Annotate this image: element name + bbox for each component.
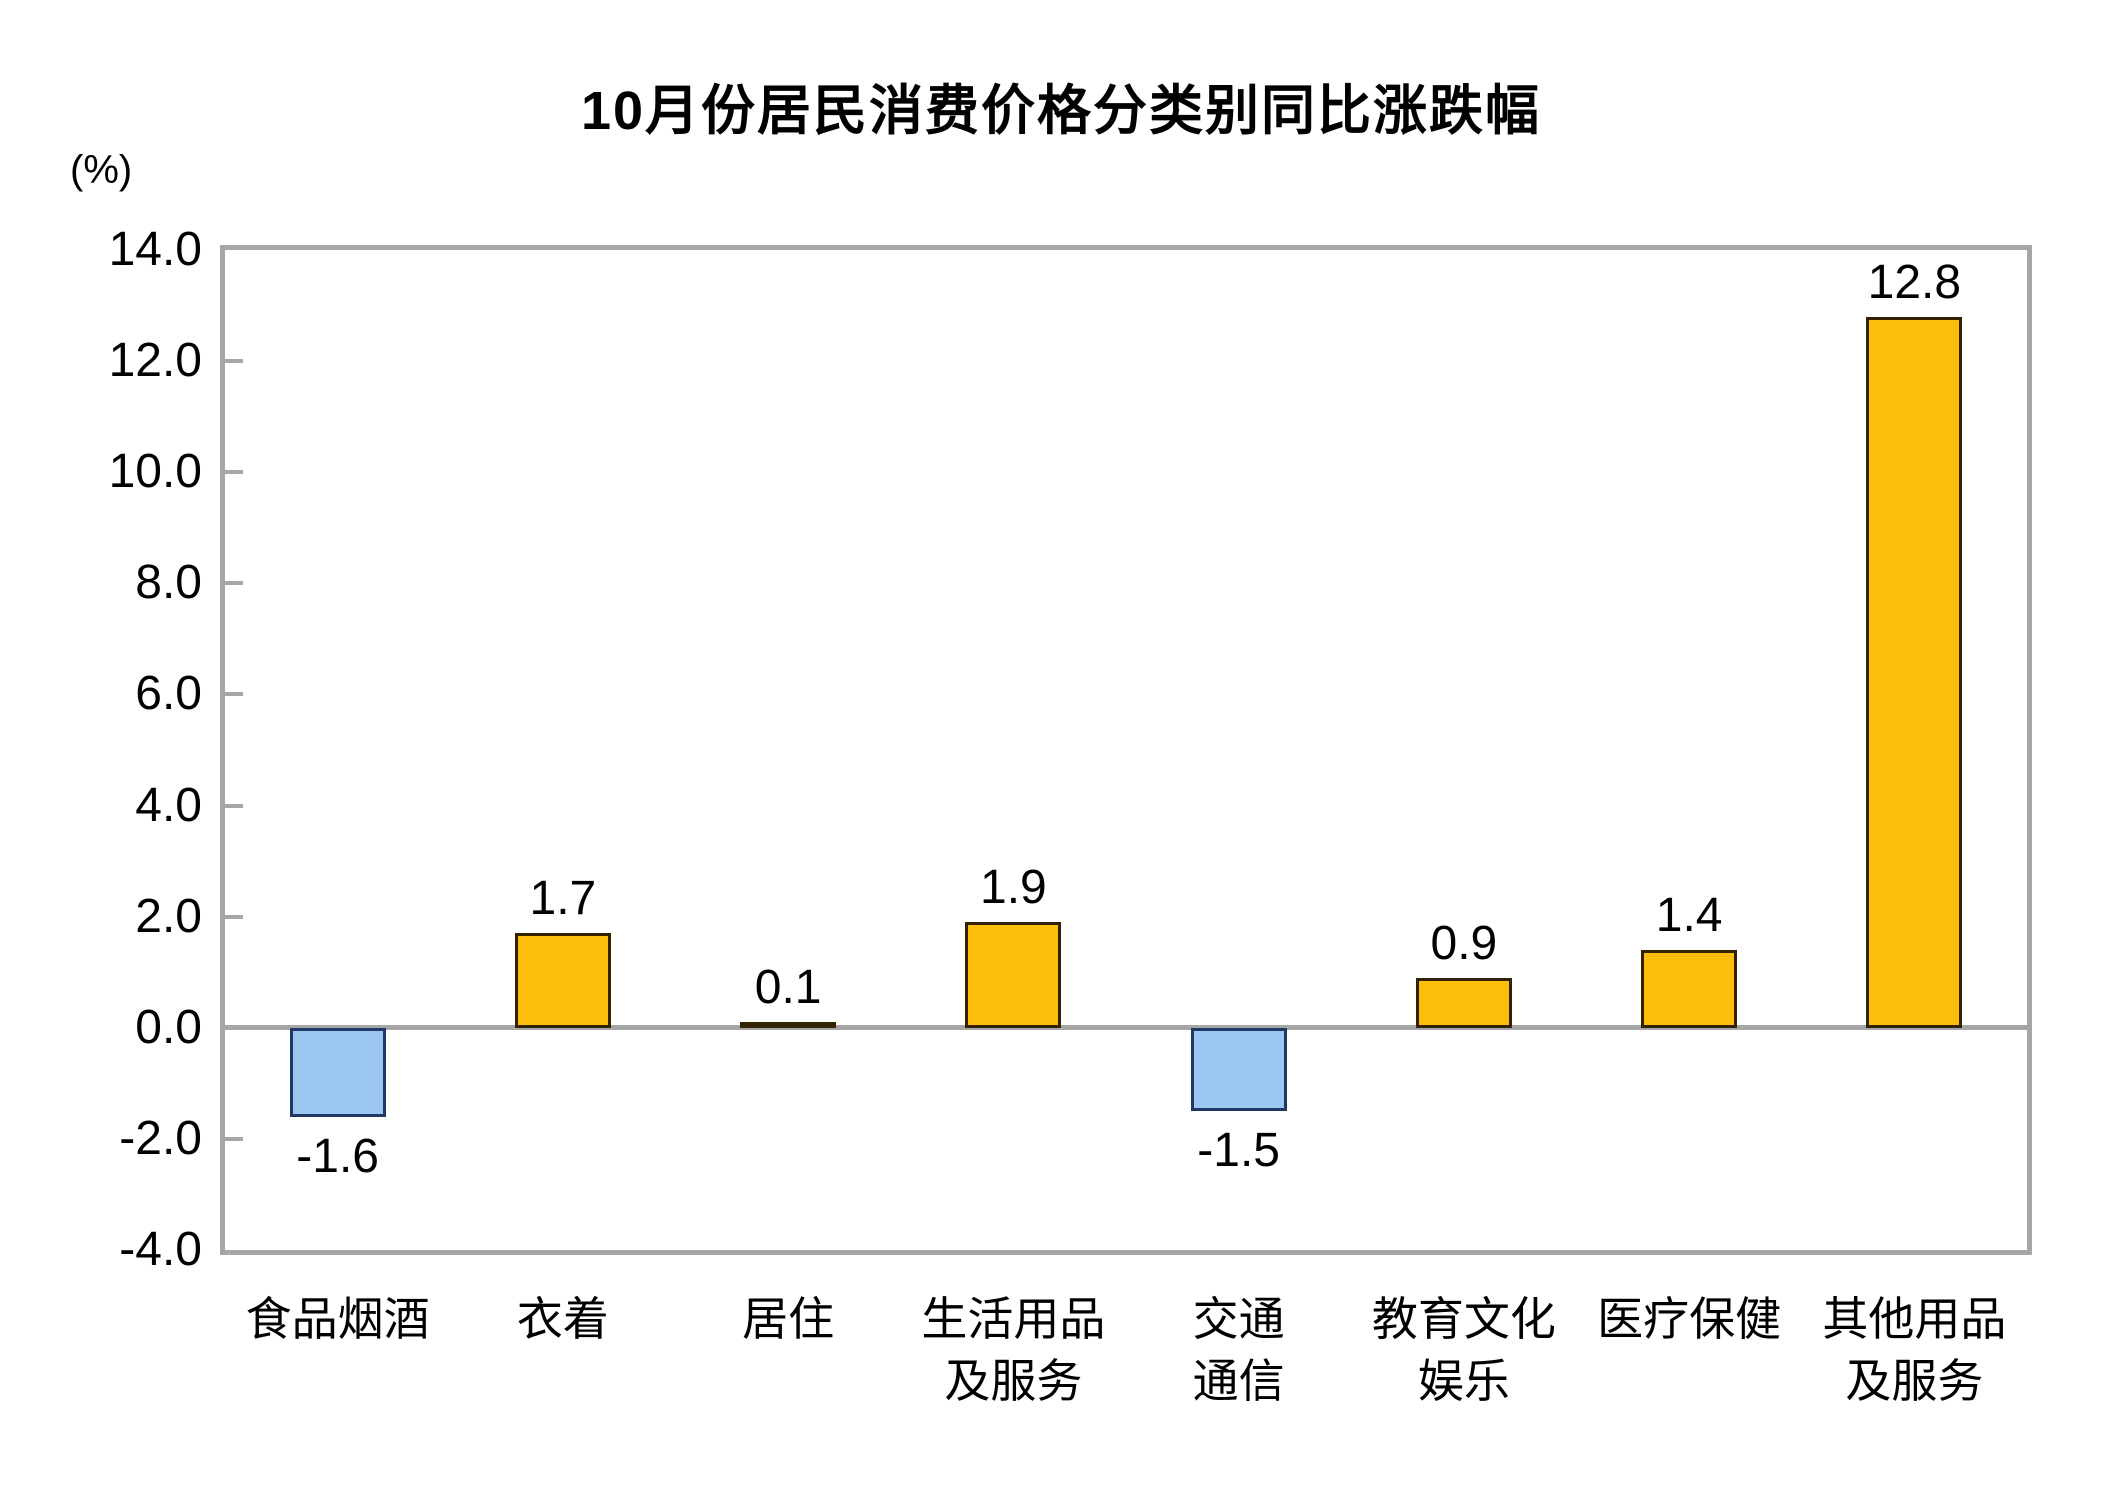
x-category-label: 食品烟酒 [245, 1293, 430, 1345]
value-label: -1.5 [1197, 1124, 1280, 1178]
y-axis-unit-label: (%) [70, 148, 133, 192]
y-tick-mark [225, 581, 243, 586]
y-tick-label: 2.0 [135, 889, 202, 943]
y-tick-label: 8.0 [135, 556, 202, 610]
y-tick-mark [225, 470, 243, 475]
y-tick-mark [225, 803, 243, 808]
x-category-label: 医疗保健 [1597, 1293, 1782, 1345]
y-tick-mark [225, 914, 243, 919]
y-tick-label: 12.0 [108, 334, 202, 388]
y-tick-label: -4.0 [119, 1223, 202, 1276]
value-label: 0.9 [1430, 916, 1498, 970]
zero-line [225, 1025, 2027, 1031]
y-tick-label: 14.0 [108, 223, 202, 276]
value-label: 1.9 [980, 861, 1047, 915]
value-label: 0.1 [754, 961, 822, 1015]
value-label: 1.4 [1655, 889, 1723, 942]
x-category-label: 教育文化 娱乐 [1371, 1293, 1556, 1407]
y-tick-mark [225, 359, 243, 364]
value-label: 12.8 [1867, 255, 1962, 309]
x-category-label: 交通 通信 [1192, 1293, 1285, 1407]
bar-5 [1190, 1027, 1287, 1112]
bar-1 [289, 1027, 386, 1117]
y-tick-label: 10.0 [108, 445, 202, 499]
y-tick-label: -2.0 [119, 1111, 202, 1165]
x-category-label: 生活用品 及服务 [921, 1293, 1106, 1407]
y-tick-mark [225, 1136, 243, 1141]
value-label: 1.7 [529, 872, 597, 926]
plot-area: -1.6 1.7 0.1 1.9 -1.5 0.9 1.4 12.8 [220, 245, 2032, 1255]
chart-title: 10月份居民消费价格分类别同比涨跌幅 [580, 81, 1542, 141]
bar-4 [965, 922, 1062, 1028]
bar-2 [514, 933, 611, 1028]
x-category-label: 衣着 [516, 1293, 609, 1345]
value-label: -1.6 [296, 1129, 379, 1183]
x-category-label: 其他用品 及服务 [1822, 1293, 2007, 1407]
bar-3 [740, 1022, 837, 1029]
bar-8 [1866, 316, 1963, 1028]
bar-6 [1415, 977, 1512, 1028]
y-tick-label: 4.0 [135, 778, 202, 832]
bar-7 [1641, 950, 1738, 1028]
y-tick-mark [225, 692, 243, 697]
y-tick-label: 6.0 [135, 667, 202, 721]
x-category-label: 居住 [742, 1293, 835, 1345]
y-tick-label: 0.0 [135, 1000, 202, 1054]
